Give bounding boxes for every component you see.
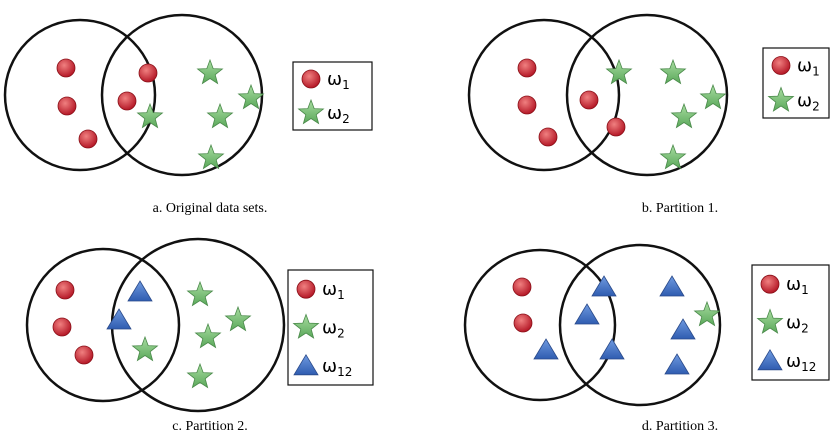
caption: a. Original data sets. (153, 201, 268, 216)
legend-subscript: 2 (801, 322, 809, 336)
legend-symbol: ω (786, 313, 801, 334)
green-star (131, 335, 159, 362)
red-circle (538, 127, 558, 147)
legend-symbol: ω (797, 91, 812, 112)
legend-subscript: 1 (801, 283, 809, 297)
legend-label: ω12 (786, 351, 816, 374)
green-star (186, 362, 214, 389)
green-star (659, 143, 687, 170)
legend-subscript: 1 (812, 65, 820, 79)
blue-triangle (293, 354, 319, 376)
red-circle (57, 96, 77, 116)
red-circle (55, 280, 75, 300)
caption: c. Partition 2. (172, 419, 247, 434)
legend-symbol: ω (786, 351, 801, 372)
legend-label: ω1 (786, 274, 809, 297)
blue-triangle (757, 349, 783, 371)
blue-triangle (599, 338, 625, 360)
green-star (693, 300, 721, 327)
red-circle (771, 56, 791, 75)
green-star (767, 86, 795, 112)
green-star (237, 83, 265, 110)
venn-circle (565, 13, 729, 177)
legend-symbol: ω (327, 103, 342, 124)
legend-subscript: 2 (342, 112, 350, 126)
legend-label: ω2 (322, 318, 345, 341)
venn-circle (463, 248, 617, 402)
red-circle (301, 69, 321, 89)
legend-label: ω1 (327, 69, 350, 92)
red-circle (512, 277, 532, 297)
blue-triangle (533, 338, 559, 360)
blue-triangle (664, 353, 690, 375)
red-circle (513, 313, 533, 333)
green-star (136, 102, 164, 129)
blue-triangle (591, 275, 617, 297)
legend-subscript: 12 (801, 360, 816, 374)
legend-subscript: 2 (337, 327, 345, 341)
red-circle (138, 63, 158, 83)
venn-circle (558, 243, 722, 407)
red-circle (760, 274, 780, 294)
caption: b. Partition 1. (642, 201, 718, 216)
green-star (206, 102, 234, 129)
legend-symbol: ω (322, 279, 337, 300)
legend-label: ω2 (786, 313, 809, 336)
green-star (197, 143, 225, 170)
blue-triangle (574, 303, 600, 325)
legend-symbol: ω (322, 318, 337, 339)
red-circle (52, 317, 72, 337)
legend-symbol: ω (797, 56, 812, 77)
red-circle (296, 279, 316, 299)
legend-symbol: ω (786, 274, 801, 295)
green-star (605, 58, 633, 85)
venn-circle (3, 18, 157, 172)
green-star (224, 305, 252, 332)
legend-subscript: 1 (342, 78, 350, 92)
blue-triangle (670, 318, 696, 340)
blue-triangle (127, 280, 153, 302)
legend-symbol: ω (322, 356, 337, 377)
blue-triangle (106, 308, 132, 330)
legend-label: ω2 (797, 91, 820, 114)
red-circle (606, 117, 626, 137)
green-star (194, 322, 222, 349)
venn-circle (25, 247, 181, 403)
green-star (659, 58, 687, 85)
legend-label: ω1 (322, 279, 345, 302)
legend-subscript: 1 (337, 288, 345, 302)
red-circle (56, 58, 76, 78)
legend-label: ω2 (327, 103, 350, 126)
legend-subscript: 2 (812, 100, 820, 114)
legend-symbol: ω (327, 69, 342, 90)
red-circle (78, 129, 98, 149)
legend-label: ω12 (322, 356, 352, 379)
red-circle (579, 90, 599, 110)
legend-subscript: 12 (337, 365, 352, 379)
green-star (670, 102, 698, 129)
red-circle (517, 95, 537, 115)
green-star (756, 308, 784, 334)
red-circle (74, 345, 94, 365)
red-circle (517, 58, 537, 78)
green-star (196, 58, 224, 85)
blue-triangle (659, 275, 685, 297)
red-circle (117, 91, 137, 111)
legend-label: ω1 (797, 56, 820, 79)
venn-circle (467, 18, 621, 172)
green-star (699, 83, 727, 110)
venn-circle (110, 237, 286, 413)
green-star (297, 98, 325, 125)
green-star (292, 313, 320, 339)
green-star (186, 280, 214, 307)
caption: d. Partition 3. (642, 419, 718, 434)
